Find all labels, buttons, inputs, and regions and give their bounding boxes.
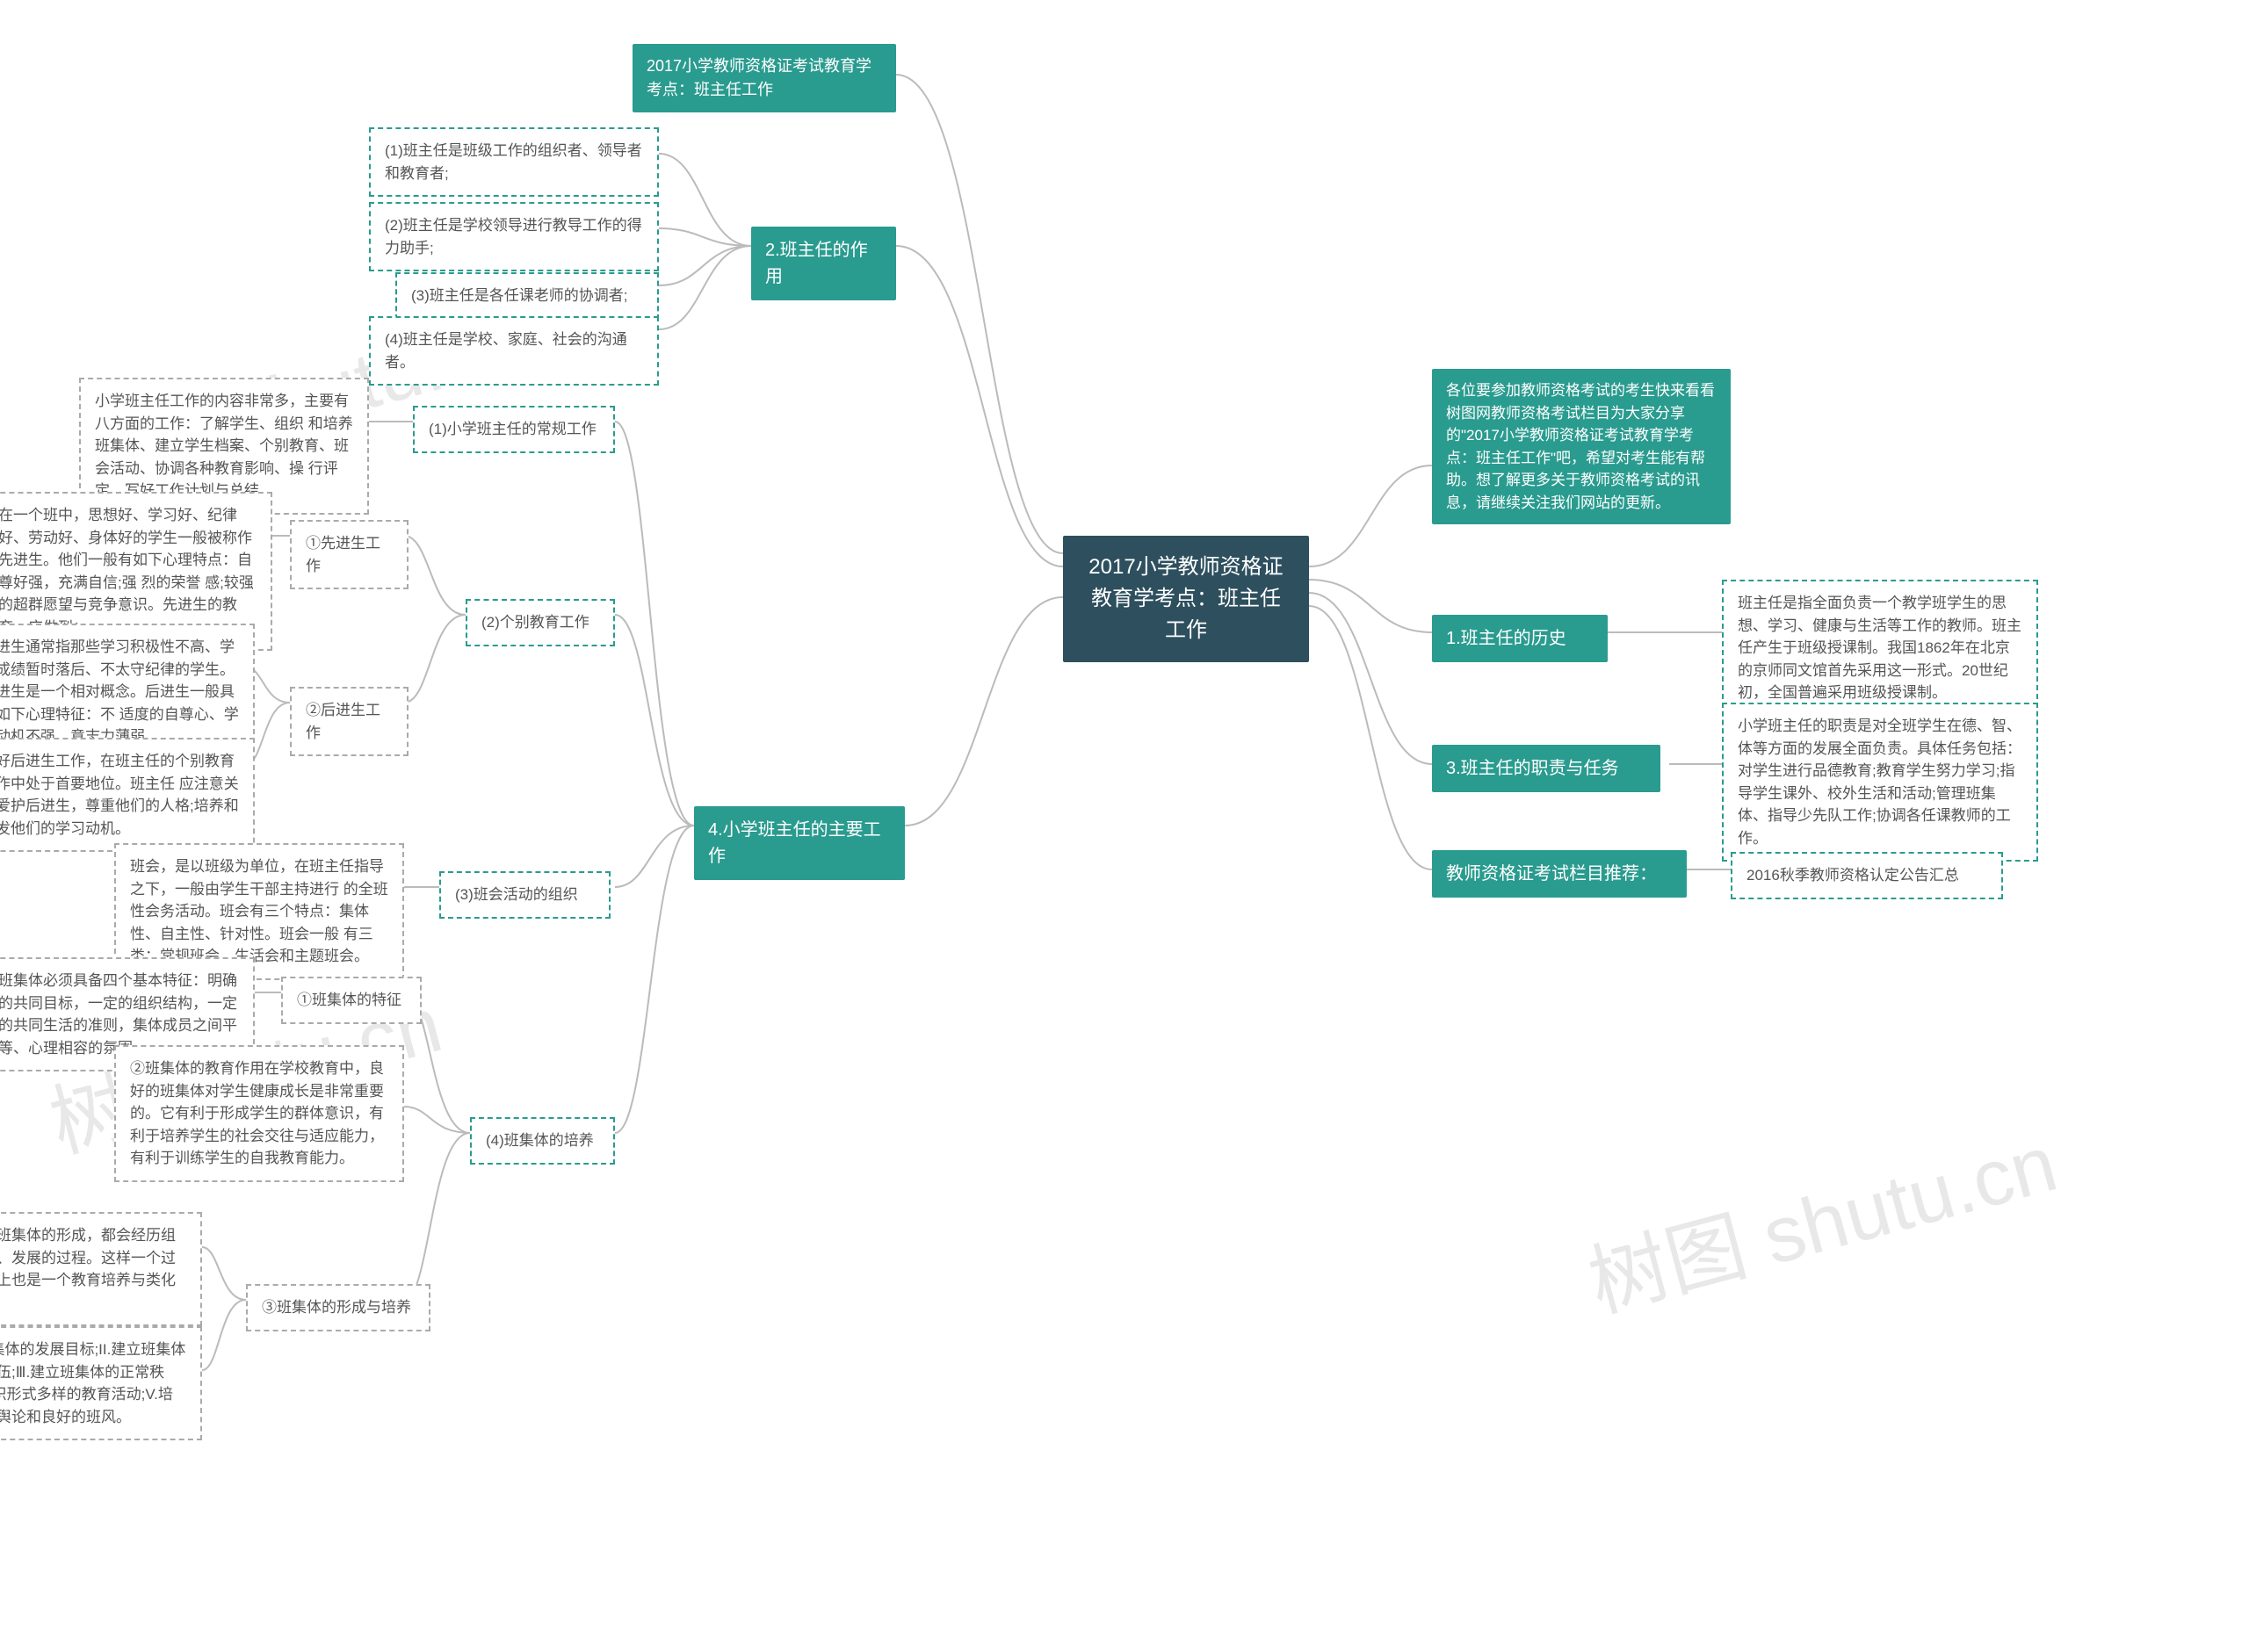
intro-node: 各位要参加教师资格考试的考生快来看看树图网教师资格考试栏目为大家分享的"2017… [1432,369,1731,524]
root-node: 2017小学教师资格证教育学考点：班主任工作 [1063,536,1309,662]
duty-label: 3.班主任的职责与任务 [1432,745,1660,792]
duty-text: 小学班主任的职责是对全班学生在德、智、体等方面的发展全面负责。具体任务包括：对学… [1722,703,2038,862]
w1-label: (1)小学班主任的常规工作 [413,406,615,453]
adv-label: ①先进生工作 [290,520,409,589]
edu-text: ②班集体的教育作用在学校教育中，良好的班集体对学生健康成长是非常重要的。它有利于… [114,1045,404,1182]
role-item-b: (2)班主任是学校领导进行教导工作的得力助手; [369,202,659,271]
watermark: 树图 shutu.cn [1574,1100,2066,1334]
w4-label: (4)班集体的培养 [470,1117,615,1165]
role-label: 2.班主任的作用 [751,227,896,300]
history-label: 1.班主任的历史 [1432,615,1608,662]
back-label: ②后进生工作 [290,687,409,756]
role-item-d: (4)班主任是学校、家庭、社会的沟通者。 [369,316,659,386]
role-item-a: (1)班主任是班级工作的组织者、领导者和教育者; [369,127,659,197]
role-item-c: (3)班主任是各任课老师的协调者; [395,272,659,320]
w3-label: (3)班会活动的组织 [439,871,611,919]
recommend-text: 2016秋季教师资格认定公告汇总 [1731,852,2003,899]
mainwork-label: 4.小学班主任的主要工作 [694,806,905,880]
left-title-box: 2017小学教师资格证考试教育学考点：班主任工作 [633,44,896,112]
history-text: 班主任是指全面负责一个教学班学生的思想、学习、健康与生活等工作的教师。班主任产生… [1722,580,2038,717]
form-text2: I.确定班集体的发展目标;II.建立班集体的核心队伍;Ⅲ.建立班集体的正常秩序;… [0,1326,202,1440]
recommend-label: 教师资格证考试栏目推荐： [1432,850,1687,898]
feat-label: ①班集体的特征 [281,977,422,1024]
form-label: ③班集体的形成与培养 [246,1284,430,1331]
back-text2: 做好后进生工作，在班主任的个别教育工作中处于首要地位。班主任 应注意关心爱护后进… [0,738,255,852]
form-text1: 任何一个班集体的形成，都会经历组建、形成、发展的过程。这样一个过程，实际上也是一… [0,1212,202,1326]
w2-label: (2)个别教育工作 [466,599,615,646]
